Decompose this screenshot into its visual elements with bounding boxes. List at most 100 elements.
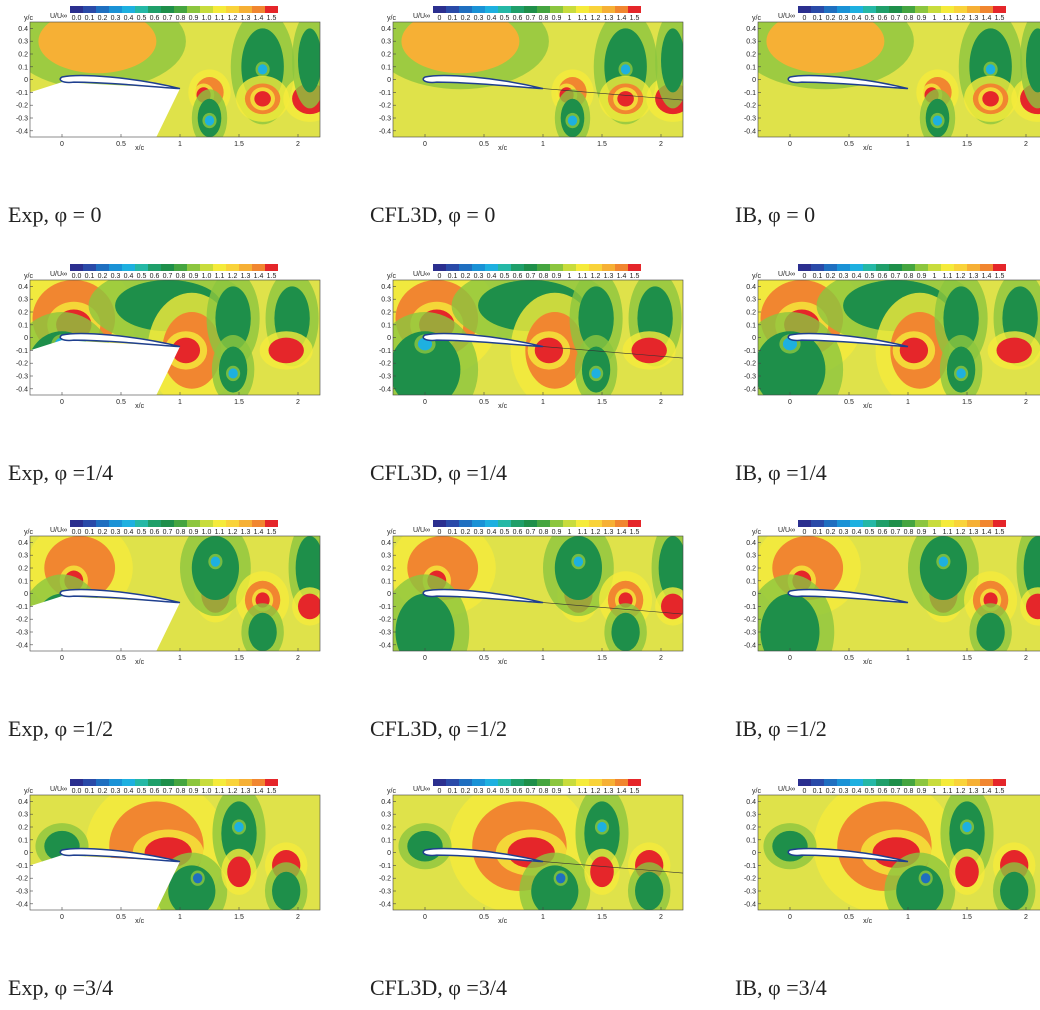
colorbar-swatch — [96, 264, 109, 271]
x-tick-label: 1.5 — [234, 399, 244, 406]
x-tick-label: 0 — [788, 655, 792, 662]
x-tick-label: 0.5 — [116, 141, 126, 148]
contour-region — [986, 64, 995, 74]
colorbar-tick-label: 0.8 — [539, 15, 549, 22]
y-tick-label: 0 — [24, 335, 28, 342]
colorbar-tick-label: 0.1 — [813, 273, 823, 280]
x-tick-label: 2 — [1024, 399, 1028, 406]
y-tick-label: -0.4 — [744, 386, 756, 393]
y-tick-label: 0.2 — [381, 310, 391, 317]
colorbar-swatch — [239, 6, 252, 13]
colorbar-swatch — [928, 779, 941, 786]
colorbar-tick-label: 0.1 — [813, 788, 823, 795]
contour-region — [921, 873, 930, 883]
colorbar-tick-label: 1.5 — [267, 788, 277, 795]
colorbar-tick-label: 0.6 — [878, 273, 888, 280]
colorbar-tick-label: 0.1 — [448, 15, 458, 22]
colorbar-swatch — [537, 6, 550, 13]
colorbar-tick-label: 1.3 — [604, 15, 614, 22]
y-tick-label: -0.4 — [16, 128, 28, 135]
colorbar-swatch — [954, 520, 967, 527]
colorbar-tick-label: 0.7 — [163, 529, 173, 536]
colorbar-swatch — [96, 520, 109, 527]
contour-plot — [737, 261, 1040, 427]
y-tick-label: -0.1 — [16, 863, 28, 870]
y-tick-label: 0.2 — [18, 310, 28, 317]
y-axis-label: y/c — [752, 273, 761, 280]
colorbar-swatch — [915, 520, 928, 527]
y-axis-label: y/c — [387, 529, 396, 536]
colorbar-tick-label: 0.4 — [852, 529, 862, 536]
colorbar-tick-label: 0.5 — [500, 15, 510, 22]
y-tick-label: 0.2 — [746, 566, 756, 573]
x-tick-label: 1 — [178, 655, 182, 662]
contour-region — [896, 865, 943, 916]
colorbar-tick-label: 0.9 — [189, 788, 199, 795]
colorbar-swatch — [135, 264, 148, 271]
colorbar-tick-label: 0.2 — [461, 273, 471, 280]
colorbar-swatch — [109, 264, 122, 271]
colorbar-tick-label: 1 — [568, 788, 572, 795]
colorbar-swatch — [187, 264, 200, 271]
colorbar-swatch — [239, 779, 252, 786]
colorbar-swatch — [576, 779, 589, 786]
y-tick-label: 0 — [24, 591, 28, 598]
colorbar-tick-label: 0.3 — [111, 529, 121, 536]
colorbar-swatch — [433, 520, 446, 527]
colorbar-swatch — [70, 264, 83, 271]
colorbar-label: U/U∞ — [413, 527, 430, 534]
colorbar-tick-label: 0.3 — [111, 788, 121, 795]
y-tick-label: -0.4 — [744, 128, 756, 135]
colorbar-swatch — [446, 264, 459, 271]
contour-plot — [381, 520, 694, 690]
figure: U/U∞0.00.10.20.30.40.50.60.70.80.91.01.1… — [0, 0, 1040, 1010]
contour-region — [407, 831, 442, 862]
colorbar-swatch — [511, 264, 524, 271]
colorbar-swatch — [563, 6, 576, 13]
x-tick-label: 0.5 — [844, 141, 854, 148]
colorbar-tick-label: 1.2 — [956, 273, 966, 280]
colorbar-tick-label: 0.2 — [461, 529, 471, 536]
y-axis-label: y/c — [387, 15, 396, 22]
colorbar-swatch — [200, 264, 213, 271]
colorbar-swatch — [200, 520, 213, 527]
colorbar-tick-label: 0.2 — [826, 273, 836, 280]
colorbar-swatch — [915, 264, 928, 271]
colorbar-tick-label: 1.3 — [241, 15, 251, 22]
y-tick-label: 0.1 — [381, 322, 391, 329]
colorbar-tick-label: 0.2 — [461, 788, 471, 795]
colorbar-tick-label: 0.8 — [176, 273, 186, 280]
x-tick-label: 2 — [1024, 655, 1028, 662]
colorbar-tick-label: 1.3 — [241, 529, 251, 536]
contour-region — [254, 91, 271, 106]
y-tick-label: -0.1 — [744, 348, 756, 355]
x-tick-label: 2 — [1024, 914, 1028, 921]
x-tick-label: 0.5 — [479, 914, 489, 921]
colorbar-swatch — [602, 779, 615, 786]
colorbar-swatch — [265, 6, 278, 13]
colorbar-swatch — [824, 779, 837, 786]
y-tick-label: -0.4 — [379, 128, 391, 135]
colorbar-swatch — [615, 6, 628, 13]
colorbar-swatch — [602, 6, 615, 13]
colorbar-tick-label: 0.7 — [163, 788, 173, 795]
y-tick-label: -0.2 — [16, 617, 28, 624]
colorbar-label: U/U∞ — [778, 13, 795, 20]
y-tick-label: 0.1 — [381, 578, 391, 585]
colorbar-swatch — [889, 264, 902, 271]
colorbar-swatch — [161, 264, 174, 271]
x-tick-label: 1.5 — [234, 914, 244, 921]
y-tick-label: 0 — [24, 850, 28, 857]
colorbar-swatch — [628, 6, 641, 13]
colorbar-tick-label: 1.0 — [202, 788, 212, 795]
contour-region — [661, 594, 685, 620]
colorbar-tick-label: 0.9 — [552, 788, 562, 795]
colorbar-tick-label: 1.4 — [254, 15, 264, 22]
colorbar-tick-label: 0 — [438, 15, 442, 22]
colorbar-tick-label: 0.7 — [163, 273, 173, 280]
colorbar-swatch — [980, 520, 993, 527]
x-tick-label: 2 — [659, 399, 663, 406]
colorbar-tick-label: 0.8 — [176, 788, 186, 795]
colorbar-swatch — [850, 779, 863, 786]
x-tick-label: 1 — [906, 655, 910, 662]
